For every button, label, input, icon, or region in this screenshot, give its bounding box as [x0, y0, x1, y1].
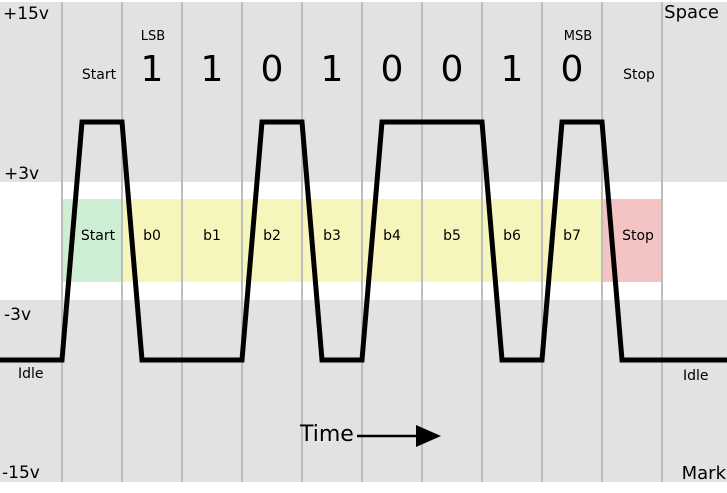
voltage-label-plus15: +15v: [3, 4, 49, 24]
start-bit-label: Start: [81, 67, 117, 83]
bit-value-b7: 0: [560, 49, 584, 90]
cell-label-start: Start: [80, 228, 116, 244]
idle-label-left: Idle: [18, 366, 44, 382]
stop-bit-label: Stop: [623, 67, 655, 83]
bit-value-b6: 1: [500, 49, 524, 90]
cell-label-b5: b5: [443, 228, 461, 244]
gridline: [61, 2, 63, 482]
cell-label-stop: Stop: [622, 228, 654, 244]
cell-label-b4: b4: [383, 228, 401, 244]
bit-value-b4: 0: [380, 49, 404, 90]
idle-label-right: Idle: [683, 368, 709, 384]
bit-value-b2: 0: [260, 49, 284, 90]
bit-value-b1: 1: [200, 49, 224, 90]
cell-label-b6: b6: [503, 228, 521, 244]
space-state-label: Space: [664, 2, 719, 23]
cell-label-b1: b1: [203, 228, 221, 244]
bit-value-b0: 1: [140, 49, 164, 90]
mark-state-label: Mark: [681, 463, 726, 484]
lsb-label: LSB: [140, 29, 166, 44]
voltage-label-plus3: +3v: [4, 164, 40, 184]
cell-label-b7: b7: [563, 228, 581, 244]
cell-label-b2: b2: [263, 228, 281, 244]
bit-value-b3: 1: [320, 49, 344, 90]
voltage-label-minus3: -3v: [4, 305, 32, 325]
voltage-label-minus15: -15v: [2, 463, 40, 483]
msb-label: MSB: [563, 29, 593, 44]
time-axis-label: Time: [300, 422, 354, 447]
bit-value-b5: 0: [440, 49, 464, 90]
cell-label-b3: b3: [323, 228, 341, 244]
cell-label-b0: b0: [143, 228, 161, 244]
gridline: [661, 2, 663, 482]
